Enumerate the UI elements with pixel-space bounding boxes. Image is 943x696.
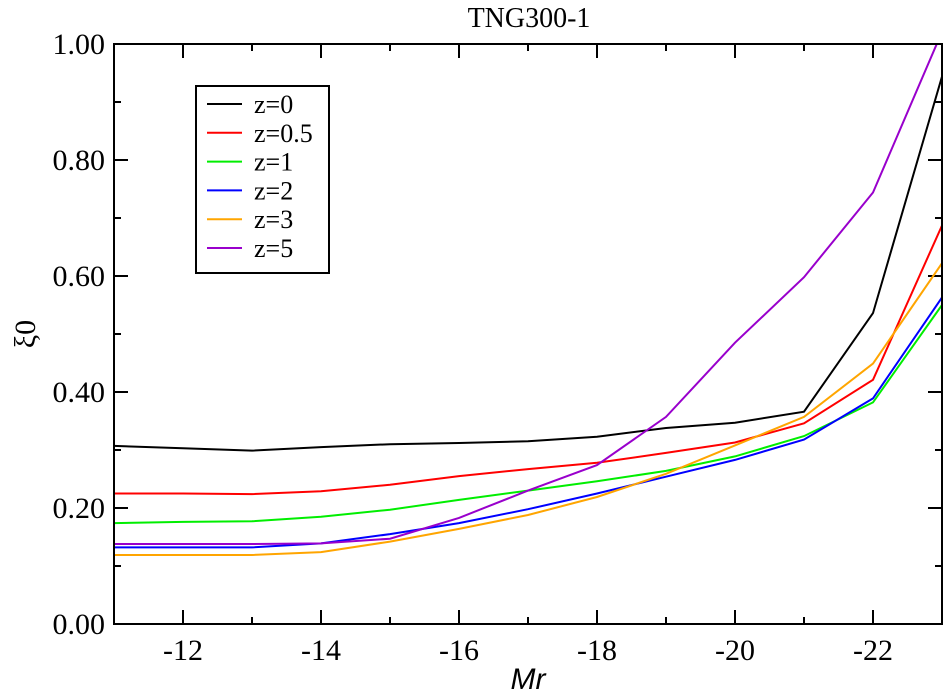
y-tick-label: 0.20	[53, 492, 106, 525]
legend-label: z=1	[254, 148, 293, 177]
series-line-z-5	[114, 44, 938, 545]
x-tick-label: -18	[577, 634, 617, 667]
legend-label: z=3	[254, 205, 293, 234]
y-tick-label: 0.40	[53, 376, 106, 409]
y-axis-label: ξ0	[9, 320, 42, 348]
x-tick-label: -16	[439, 634, 479, 667]
legend-label: z=2	[254, 176, 293, 205]
y-tick-label: 1.00	[53, 28, 106, 61]
x-tick-label: -14	[301, 634, 341, 667]
legend-box	[195, 85, 330, 274]
series-line-z-2	[114, 296, 942, 549]
legend-label: z=5	[254, 234, 293, 263]
y-tick-label: 0.00	[53, 608, 106, 641]
series-line-z-0-5	[114, 225, 942, 496]
y-tick-label: 0.60	[53, 260, 106, 293]
y-axis: 0.00 0.20 0.40 0.60 0.80 1.00	[53, 28, 942, 641]
chart-title: TNG300-1	[468, 3, 591, 34]
series-line-z-3	[114, 262, 942, 556]
series-lines	[114, 44, 942, 556]
series-line-z-0	[114, 76, 942, 452]
x-tick-label: -20	[715, 634, 755, 667]
x-axis-label: Mr	[511, 663, 547, 696]
x-axis: -12 -14 -16 -18 -20 -22	[113, 44, 943, 667]
legend: z=0z=0.5z=1z=2z=3z=5	[195, 85, 330, 274]
x-tick-label: -12	[163, 634, 203, 667]
legend-label: z=0.5	[254, 119, 313, 148]
plot-frame	[113, 43, 943, 625]
x-tick-label: -22	[853, 634, 893, 667]
legend-label: z=0	[254, 90, 293, 119]
y-tick-label: 0.80	[53, 144, 106, 177]
